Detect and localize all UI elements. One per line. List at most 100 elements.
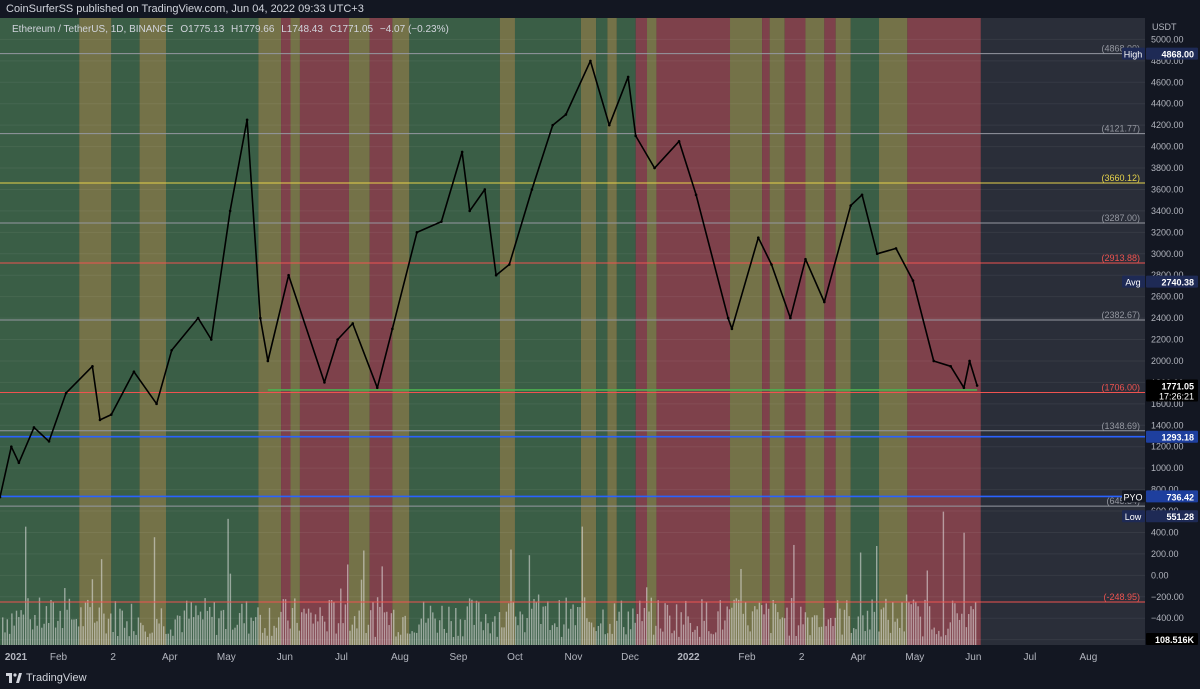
volume-bar <box>188 618 190 645</box>
zone-green <box>409 18 500 645</box>
volume-bar <box>882 607 885 645</box>
volume-bar <box>268 607 271 645</box>
price-point <box>968 359 971 363</box>
volume-bar <box>98 607 100 645</box>
y-tick-label: 3200.00 <box>1151 227 1184 237</box>
volume-bar <box>374 636 376 645</box>
volume-bar <box>625 634 627 645</box>
y-tick-label: −200.00 <box>1151 592 1184 602</box>
volume-bar <box>554 623 556 645</box>
price-point <box>962 386 966 390</box>
volume-bar <box>922 636 924 645</box>
tradingview-brand[interactable]: TradingView <box>6 672 87 684</box>
volume-bar <box>954 603 956 645</box>
volume-bar <box>142 625 144 645</box>
volume-bar <box>721 629 724 645</box>
volume-bar <box>225 628 227 645</box>
volume-bar <box>305 613 307 645</box>
zone-yellow <box>290 18 300 645</box>
volume-bar <box>701 599 703 645</box>
volume-bar <box>273 625 275 645</box>
price-chart[interactable]: (4868.00) (4121.77) (3660.12) (3287.00) (291… <box>0 18 1200 669</box>
price-point <box>228 209 232 213</box>
volume-bar <box>682 624 685 645</box>
x-tick-label: Jul <box>1024 652 1037 663</box>
volume-bar <box>11 613 13 645</box>
price-point <box>91 365 94 368</box>
volume-bar <box>280 611 282 645</box>
volume-bar <box>135 634 137 645</box>
volume-bar <box>52 601 54 645</box>
volume-bar <box>13 625 15 645</box>
volume-bar <box>524 632 526 645</box>
volume-bar <box>951 600 954 645</box>
time-axis[interactable]: 2021 Feb 2 Apr May Jun Jul Aug Sep Oct Nov Dec 2022 F… <box>0 645 1200 669</box>
volume-bar <box>572 604 574 645</box>
volume-bar <box>137 617 140 645</box>
volume-bar <box>261 632 264 645</box>
x-tick-label: Jul <box>335 652 348 663</box>
volume-bar <box>581 526 583 645</box>
price-point <box>757 236 760 240</box>
volume-bar <box>96 621 98 645</box>
volume-bar <box>59 610 61 645</box>
volume-bar <box>795 636 797 645</box>
volume-bar <box>650 597 652 645</box>
volume-bar <box>498 612 501 645</box>
x-tick-label: May <box>217 652 236 663</box>
grid-lines <box>0 38 1145 641</box>
volume-bar <box>657 600 659 645</box>
volume-bar <box>698 636 701 645</box>
volume-bar <box>252 620 255 645</box>
volume-bar <box>123 627 126 645</box>
volume-bar <box>735 598 738 645</box>
volume-bar <box>956 613 958 645</box>
volume-bar <box>204 598 206 645</box>
volume-bar <box>349 630 351 645</box>
volume-bar <box>871 599 873 645</box>
x-tick-label: Sep <box>449 652 467 663</box>
x-tick-label: Jun <box>965 652 981 663</box>
volume-bar <box>839 608 841 645</box>
volume-bar <box>535 601 537 645</box>
volume-bar <box>537 594 540 645</box>
volume-bar <box>574 625 577 645</box>
volume-bar <box>158 623 160 645</box>
volume-bar <box>531 608 533 645</box>
volume-bar <box>843 609 846 645</box>
volume-bar <box>917 606 919 645</box>
volume-bar <box>8 633 11 645</box>
volume-bar <box>761 605 763 645</box>
volume-bar <box>813 615 816 645</box>
price-point <box>47 440 51 443</box>
x-tick-label: 2 <box>110 652 116 663</box>
price-point <box>132 370 136 373</box>
price-badge-tag: High <box>1124 50 1143 60</box>
volume-bar <box>517 625 519 645</box>
zone-yellow <box>607 18 617 645</box>
volume-bar <box>823 607 825 645</box>
volume-bar <box>560 636 563 645</box>
price-axis[interactable]: USDT 5000.00 4800.00 4600.00 4400.00 4200.00 4… <box>1145 18 1200 669</box>
volume-bar <box>919 616 922 645</box>
time-axis-bg <box>0 645 1200 669</box>
zone-yellow <box>805 18 825 645</box>
volume-bar <box>567 628 570 645</box>
volume-bar <box>802 624 804 645</box>
axis-unit: USDT <box>1152 22 1177 32</box>
volume-bar <box>583 597 586 645</box>
volume-bar <box>112 631 114 645</box>
price-point <box>932 359 936 363</box>
volume-bar <box>643 607 646 645</box>
price-badge-tag-bg <box>1122 510 1145 523</box>
volume-bar <box>291 608 294 645</box>
volume-bar <box>84 602 87 645</box>
ohlc-high: H1779.66 <box>231 24 275 35</box>
volume-bar <box>786 607 788 645</box>
price-badge <box>1146 490 1198 503</box>
volume-bar <box>15 610 18 645</box>
volume-bar <box>114 601 117 645</box>
volume-bar <box>924 599 926 645</box>
y-tick-label: 1000.00 <box>1151 463 1184 473</box>
volume-bar <box>767 608 770 645</box>
